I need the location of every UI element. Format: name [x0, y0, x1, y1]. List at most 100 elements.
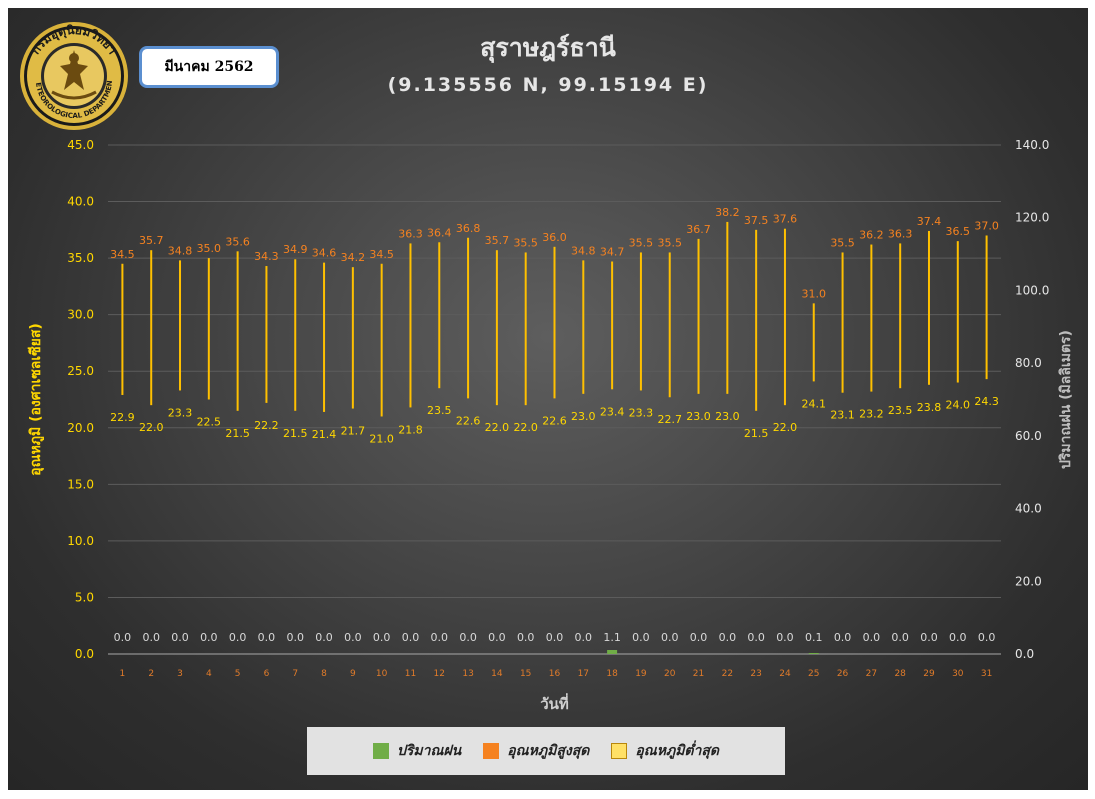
x-axis-tick-label: 24 — [779, 669, 791, 679]
temperature-range-bar — [812, 303, 815, 382]
max-temp-label: 37.4 — [917, 215, 942, 228]
max-temp-label: 34.5 — [369, 248, 394, 261]
rainfall-label: 0.0 — [920, 631, 938, 644]
x-axis-title: วันที่ — [540, 693, 569, 713]
right-axis-tick-label: 140.0 — [1015, 138, 1049, 152]
rainfall-label: 0.0 — [286, 631, 304, 644]
temperature-range-bar — [582, 260, 585, 394]
temperature-range-bar — [783, 228, 786, 406]
x-axis-tick-label: 26 — [837, 669, 849, 679]
x-axis-tick-label: 25 — [808, 669, 819, 679]
legend-swatch — [372, 743, 389, 759]
month-label-box: มีนาคม 2562 — [139, 46, 279, 88]
x-axis-tick-label: 23 — [750, 669, 761, 679]
x-axis-tick-label: 14 — [491, 669, 503, 679]
max-temp-label: 36.3 — [398, 227, 423, 240]
x-axis-tick-label: 17 — [578, 669, 589, 679]
legend-label: ปริมาณฝน — [396, 743, 462, 759]
chart-legend: ปริมาณฝน อุณหภูมิสูงสุด อุณหภูมิต่ำสุด — [307, 727, 785, 775]
x-axis-tick-label: 28 — [894, 669, 906, 679]
rainfall-label: 0.0 — [747, 631, 765, 644]
rainfall-label: 0.1 — [805, 631, 823, 644]
min-temp-label: 22.7 — [657, 413, 682, 426]
x-axis-tick-label: 8 — [321, 669, 327, 679]
right-axis-tick-label: 40.0 — [1015, 502, 1042, 516]
max-temp-label: 34.8 — [571, 244, 596, 257]
min-temp-label: 24.3 — [974, 395, 999, 408]
x-axis-tick-label: 27 — [866, 669, 877, 679]
max-temp-label: 34.2 — [341, 251, 366, 264]
right-axis-title: ปริมาณฝน (มิลลิเมตร) — [1058, 330, 1074, 469]
x-axis-tick-label: 2 — [148, 669, 154, 679]
max-temp-label: 35.5 — [629, 236, 654, 249]
max-temp-label: 36.2 — [859, 229, 884, 242]
rainfall-label: 0.0 — [661, 631, 679, 644]
temperature-range-bar — [150, 250, 153, 406]
x-axis-tick-label: 16 — [549, 669, 561, 679]
max-temp-label: 35.5 — [513, 236, 538, 249]
max-temp-label: 34.9 — [283, 243, 308, 256]
left-axis-tick-label: 40.0 — [67, 195, 94, 209]
temperature-range-bar — [323, 262, 326, 412]
max-temp-label: 35.5 — [657, 236, 682, 249]
rainfall-label: 0.0 — [719, 631, 737, 644]
month-label: มีนาคม 2562 — [164, 59, 254, 75]
min-temp-label: 22.2 — [254, 419, 279, 432]
temperature-range-bar — [495, 250, 498, 406]
rainfall-label: 0.0 — [258, 631, 276, 644]
max-temp-label: 38.2 — [715, 206, 740, 219]
rainfall-label: 1.1 — [603, 631, 621, 644]
legend-label: อุณหภูมิต่ำสุด — [635, 743, 720, 759]
max-temp-label: 34.6 — [312, 247, 337, 260]
rainfall-bar — [607, 650, 618, 654]
x-axis-tick-label: 11 — [405, 669, 416, 679]
min-temp-label: 21.5 — [744, 427, 769, 440]
temperature-range-bar — [409, 243, 412, 408]
max-temp-label: 34.7 — [600, 246, 625, 259]
x-axis-tick-label: 29 — [923, 669, 935, 679]
x-axis-tick-label: 15 — [520, 669, 531, 679]
max-temp-label: 34.8 — [168, 244, 193, 257]
left-axis-title: อุณหภูมิ (องศาเซลเซียส) — [28, 323, 44, 476]
max-temp-label: 36.8 — [456, 222, 481, 235]
legend-item: อุณหภูมิต่ำสุด — [611, 740, 719, 762]
max-temp-label: 35.7 — [485, 234, 510, 247]
temperature-range-bar — [726, 221, 729, 394]
max-temp-label: 36.4 — [427, 226, 452, 239]
chart-frame: กรมอุตุนิยมวิทยา METEOROLOGICAL DEPARTME… — [8, 8, 1088, 790]
temperature-range-bar — [294, 259, 297, 411]
x-axis-tick-label: 19 — [635, 669, 647, 679]
max-temp-label: 36.5 — [946, 225, 971, 238]
temperature-range-bar — [755, 229, 758, 411]
min-temp-label: 23.5 — [888, 404, 913, 417]
min-temp-label: 22.6 — [542, 414, 567, 427]
temperature-range-bar — [697, 238, 700, 394]
x-axis-tick-label: 7 — [292, 669, 298, 679]
min-temp-label: 24.0 — [946, 399, 971, 412]
min-temp-label: 21.4 — [312, 428, 337, 441]
min-temp-label: 23.8 — [917, 401, 942, 414]
rainfall-label: 0.0 — [863, 631, 881, 644]
max-temp-label: 34.3 — [254, 250, 279, 263]
temperature-range-bar — [841, 252, 844, 393]
rainfall-label: 0.0 — [315, 631, 333, 644]
x-axis-tick-label: 12 — [434, 669, 445, 679]
left-axis-tick-label: 20.0 — [67, 421, 94, 435]
rainfall-bar — [808, 653, 819, 654]
max-temp-label: 37.6 — [773, 213, 798, 226]
rainfall-label: 0.0 — [459, 631, 477, 644]
min-temp-label: 22.6 — [456, 414, 481, 427]
min-temp-label: 21.5 — [225, 427, 250, 440]
temperature-range-bar — [956, 241, 959, 383]
department-seal-icon: กรมอุตุนิยมวิทยา METEOROLOGICAL DEPARTME… — [18, 20, 128, 130]
max-temp-label: 31.0 — [802, 287, 827, 300]
rainfall-label: 0.0 — [690, 631, 708, 644]
left-axis-tick-label: 15.0 — [67, 477, 94, 491]
rainfall-label: 0.0 — [114, 631, 132, 644]
rainfall-label: 0.0 — [431, 631, 449, 644]
climate-chart: 0.05.010.015.020.025.030.035.040.045.00.… — [28, 138, 1074, 713]
temperature-range-bar — [265, 266, 268, 403]
min-temp-label: 23.4 — [600, 405, 625, 418]
temperature-range-bar — [207, 258, 210, 400]
legend-item: ปริมาณฝน — [372, 740, 462, 762]
